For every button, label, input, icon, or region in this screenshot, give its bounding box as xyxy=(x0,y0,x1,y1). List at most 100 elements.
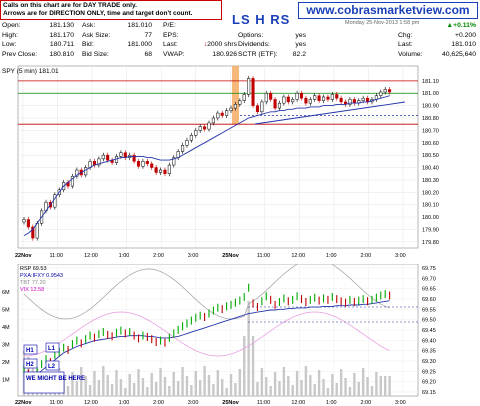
bid-size-value: 68 xyxy=(144,50,152,58)
arrow-down-icon: ↓ xyxy=(203,41,208,48)
volume-bar xyxy=(361,368,365,396)
candle xyxy=(132,154,136,162)
candle xyxy=(352,99,356,104)
volume-bar xyxy=(260,368,264,396)
candle xyxy=(22,219,26,223)
volume-bar xyxy=(331,374,334,396)
candle xyxy=(198,126,202,131)
rsp-moving-average xyxy=(23,300,390,382)
legend-rsp: RSP 69.53 xyxy=(20,266,47,272)
label-l1: L1 xyxy=(48,346,56,352)
volume-bar xyxy=(247,301,250,396)
price-x-tick: 1:00 xyxy=(119,253,130,259)
moving-average-line xyxy=(23,95,390,236)
volume-bar xyxy=(300,380,303,396)
candle xyxy=(317,95,321,101)
last-label: Last: xyxy=(163,41,178,48)
price-plot-frame xyxy=(17,65,419,249)
candle xyxy=(211,117,215,124)
volume-bar xyxy=(335,383,338,396)
price-chart: SPY (5 min) 181.01 179.80 179.90 180.00 180… xyxy=(2,65,439,259)
bid-label: Bid: xyxy=(82,41,94,48)
rsp-comparison-chart: RSP 69.53 PXA:IFXY 0.9543 TBT 77.20 VIX … xyxy=(2,264,436,406)
candle xyxy=(216,112,220,119)
legend-vix: VIX 12.58 xyxy=(20,287,44,293)
last-price-label: Last: xyxy=(398,41,413,48)
sub-x-tick: 12:00 xyxy=(291,400,305,406)
price-x-tick: 12:00 xyxy=(84,253,98,259)
volume-bar xyxy=(102,366,105,396)
volume-bar xyxy=(339,369,343,396)
candle xyxy=(207,122,211,130)
label-h2: H2 xyxy=(26,362,34,368)
volume-bar xyxy=(84,376,87,396)
candle xyxy=(238,100,242,105)
sub-left-tick: 1M xyxy=(2,378,10,384)
candle xyxy=(119,152,123,157)
candle xyxy=(154,167,158,173)
volume-bar xyxy=(176,381,180,396)
sub-x-tick: 25Nov xyxy=(222,400,239,406)
candle xyxy=(304,97,308,104)
volume-bar xyxy=(168,386,171,396)
volume-bar xyxy=(388,376,391,396)
volume-bar xyxy=(304,366,308,396)
price-x-tick: 11:00 xyxy=(257,253,270,259)
sub-right-tick: 69.75 xyxy=(422,266,436,272)
volume-bar xyxy=(110,384,114,396)
prev-close-label: Prev Close: xyxy=(2,50,38,58)
hl-labels: H1 L1 H2 L2 WE MIGHT BE HERE xyxy=(23,342,85,394)
sub-left-tick: 3M xyxy=(2,343,10,349)
price-x-tick: 12:00 xyxy=(291,253,305,259)
volume-bar xyxy=(221,379,224,396)
volume-bar xyxy=(137,369,140,396)
options-label: Options: xyxy=(238,31,264,39)
volume-value: 40,625,640 xyxy=(441,50,476,58)
candle xyxy=(308,99,312,104)
volume-bar xyxy=(313,384,316,396)
sub-x-tick: 1:00 xyxy=(119,400,130,406)
candle xyxy=(150,163,154,168)
brand-link[interactable]: www.cobrasmarketview.com xyxy=(298,2,478,19)
price-x-tick: 3:00 xyxy=(188,253,199,259)
sub-right-tick: 69.25 xyxy=(422,369,436,375)
volume-bar xyxy=(97,380,101,396)
price-y-tick: 180.90 xyxy=(422,104,439,110)
sub-left-tick: 5M xyxy=(2,308,10,314)
candle xyxy=(194,130,198,136)
candle xyxy=(379,91,383,96)
options-value: yes xyxy=(295,31,306,39)
candle xyxy=(313,95,317,100)
sub-right-tick: 69.40 xyxy=(422,338,436,344)
candle xyxy=(361,97,365,101)
candle xyxy=(185,140,189,146)
volume-bar xyxy=(146,387,149,396)
candle xyxy=(291,99,295,103)
candle xyxy=(158,169,163,173)
candle xyxy=(220,112,224,116)
bid-value: 181.000 xyxy=(127,41,152,48)
candle xyxy=(141,161,145,167)
notice-line-2: Arrows are for DIRECTION ONLY, time and … xyxy=(3,10,193,17)
sub-left-tick: 2M xyxy=(2,360,10,366)
open-label: Open: xyxy=(2,22,21,29)
volume-bar xyxy=(287,376,290,396)
candle xyxy=(299,92,304,99)
orange-highlight-bar xyxy=(232,66,239,124)
volume-bar xyxy=(317,370,321,396)
vwap-value: 180.926 xyxy=(212,50,237,58)
volume-bar xyxy=(353,373,356,396)
quote-panel: Open: 181.130 High: 181.170 Low: 180.711 Pr… xyxy=(0,21,480,63)
candle xyxy=(260,101,264,113)
candle xyxy=(229,107,233,111)
sub-right-tick: 69.30 xyxy=(422,359,436,365)
volume-bar xyxy=(291,385,294,396)
volume-bar xyxy=(265,377,268,396)
date-header: Monday 25-Nov-2013 1:58 pm xyxy=(345,20,420,26)
volume-bar xyxy=(251,336,255,396)
volume-bar xyxy=(124,388,127,396)
sctr-label: SCTR (ETF): xyxy=(238,50,278,58)
volume-bar xyxy=(295,371,299,396)
sub-right-tick: 69.50 xyxy=(422,318,436,324)
candle xyxy=(282,96,286,104)
